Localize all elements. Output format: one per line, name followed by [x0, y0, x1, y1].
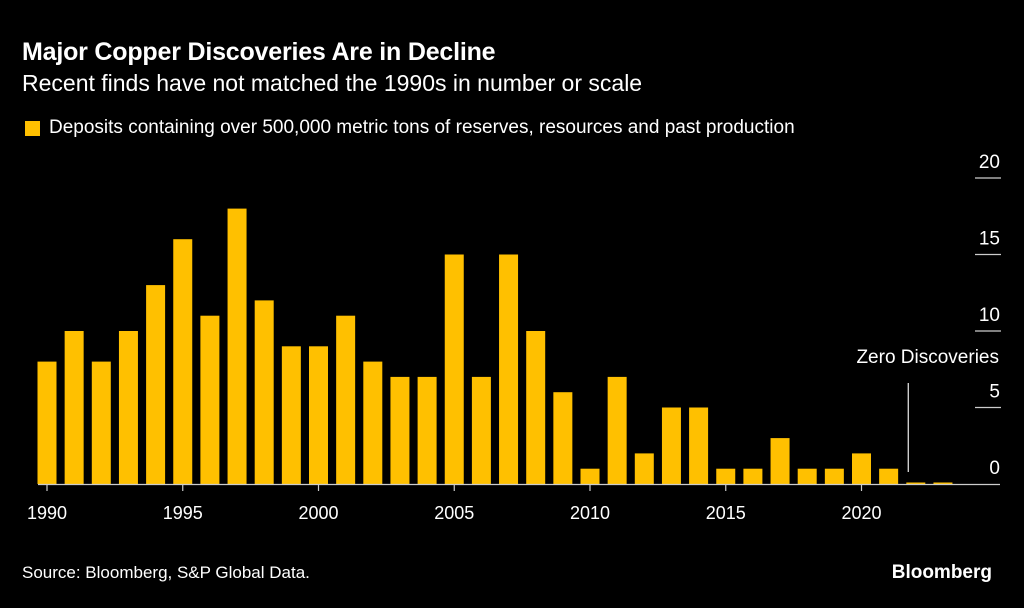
- bar-1991: [64, 331, 84, 484]
- legend: Deposits containing over 500,000 metric …: [25, 117, 795, 139]
- bar-2000: [309, 346, 328, 484]
- bar-2021: [879, 468, 899, 484]
- bar-2009: [553, 392, 573, 484]
- bar-2022: [906, 482, 926, 485]
- bar-2018: [797, 468, 817, 484]
- x-tick-label-2020: 2020: [841, 503, 881, 523]
- bar-1993: [118, 331, 138, 484]
- bar-1990: [37, 361, 57, 484]
- bar-2015: [716, 468, 736, 484]
- bar-1998: [254, 300, 274, 484]
- x-tick-label-2000: 2000: [298, 503, 338, 523]
- bar-2020: [852, 453, 871, 484]
- x-tick-label-2010: 2010: [570, 503, 610, 523]
- x-tick-label-2005: 2005: [434, 503, 474, 523]
- bar-2005: [444, 254, 464, 484]
- bar-2001: [336, 315, 356, 484]
- bar-1997: [227, 208, 247, 484]
- bar-2004: [417, 376, 437, 484]
- y-tick-label-0: 0: [989, 458, 1000, 479]
- bar-2016: [743, 468, 763, 484]
- bar-1996: [200, 315, 220, 484]
- x-tick-label-1990: 1990: [27, 503, 67, 523]
- bar-1994: [146, 285, 166, 484]
- y-tick-label-10: 10: [979, 305, 1000, 326]
- bar-2023: [933, 482, 953, 485]
- brand-logo: Bloomberg: [891, 562, 992, 583]
- x-tick-label-2015: 2015: [706, 503, 746, 523]
- y-tick-label-5: 5: [989, 382, 1000, 403]
- bar-2011: [607, 376, 627, 484]
- bar-2010: [580, 468, 600, 484]
- bar-2019: [824, 468, 844, 484]
- bar-2012: [634, 453, 654, 484]
- bar-2008: [526, 331, 546, 484]
- bar-2013: [661, 407, 681, 484]
- bar-1995: [173, 239, 193, 484]
- bar-1992: [91, 361, 111, 484]
- bar-2007: [499, 254, 519, 484]
- bar-2014: [689, 407, 709, 484]
- bar-2006: [471, 376, 491, 484]
- chart-subtitle: Recent finds have not matched the 1990s …: [22, 70, 643, 96]
- x-tick-label-1995: 1995: [163, 503, 203, 523]
- y-tick-label-15: 15: [979, 229, 1000, 250]
- bar-2017: [770, 438, 790, 484]
- bar-2003: [390, 376, 410, 484]
- chart-title: Major Copper Discoveries Are in Decline: [22, 38, 496, 66]
- source-note: Source: Bloomberg, S&P Global Data.: [22, 563, 310, 582]
- legend-label: Deposits containing over 500,000 metric …: [49, 117, 795, 138]
- bar-2002: [363, 361, 383, 484]
- legend-swatch: [25, 120, 40, 136]
- y-tick-label-20: 20: [979, 152, 1000, 173]
- bar-1999: [281, 346, 301, 484]
- annotation-zero-discoveries: Zero Discoveries: [856, 347, 999, 368]
